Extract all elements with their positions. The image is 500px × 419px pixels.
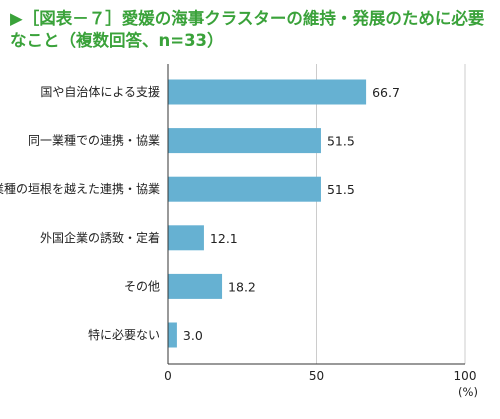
category-label-0: 国や自治体による支援	[40, 85, 160, 99]
category-label-3: 外国企業の誘致・定着	[40, 230, 160, 245]
bar-5	[168, 322, 177, 348]
value-label-1: 51.5	[327, 134, 355, 149]
bar-4	[168, 273, 223, 299]
category-label-2: 業種の垣根を越えた連携・協業	[0, 181, 160, 196]
value-label-3: 12.1	[210, 231, 238, 246]
bar-2	[168, 176, 321, 202]
bar-1	[168, 128, 321, 154]
value-label-0: 66.7	[372, 85, 400, 100]
bar-0	[168, 79, 367, 105]
category-label-1: 同一業種での連携・協業	[28, 133, 160, 148]
chart-title: ▶［図表－７］愛媛の海事クラスターの維持・発展のために必要なこと（複数回答、n=…	[10, 9, 485, 50]
x-tick-label-50: 50	[309, 369, 324, 383]
category-label-5: 特に必要ない	[88, 327, 160, 342]
category-label-4: その他	[124, 279, 160, 293]
value-label-2: 51.5	[327, 182, 355, 197]
chart-title-block: ▶［図表－７］愛媛の海事クラスターの維持・発展のために必要なこと（複数回答、n=…	[10, 8, 494, 52]
x-tick-label-0: 0	[164, 369, 172, 383]
bar-3	[168, 225, 204, 251]
x-tick-label-100: 100	[454, 369, 477, 383]
value-label-5: 3.0	[183, 328, 203, 343]
value-label-4: 18.2	[228, 279, 256, 294]
x-unit-label: (%)	[458, 385, 478, 399]
